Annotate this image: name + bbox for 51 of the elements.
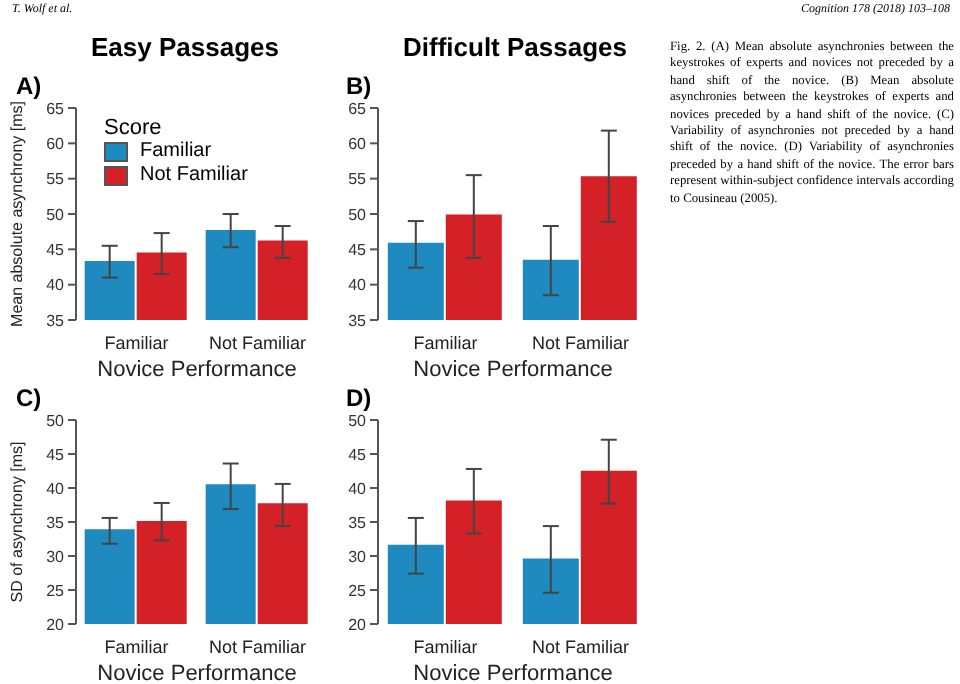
- y-tick-label: 35: [348, 513, 368, 532]
- x-axis-title: Novice Performance: [97, 358, 297, 382]
- y-tick-label: 65: [348, 99, 368, 118]
- x-axis-title: Novice Performance: [97, 662, 297, 684]
- y-tick-label: 40: [348, 276, 368, 295]
- legend-label: Familiar: [140, 140, 212, 164]
- y-axis-title: SD of asynchrony [ms]: [7, 441, 26, 603]
- y-tick-label: 40: [46, 479, 66, 498]
- x-axis-title: Novice Performance: [413, 662, 613, 684]
- y-tick-label: 40: [46, 276, 66, 295]
- y-tick-label: 45: [46, 241, 66, 260]
- legend-label: Not Familiar: [140, 164, 248, 188]
- y-tick-label: 25: [348, 581, 368, 600]
- y-tick-label: 50: [46, 205, 66, 224]
- y-tick-label: 45: [46, 445, 66, 464]
- y-tick-label: 35: [348, 311, 368, 330]
- y-tick-label: 35: [46, 513, 66, 532]
- x-tick-label: Familiar: [104, 332, 169, 353]
- chart-title: Difficult Passages: [401, 30, 629, 66]
- y-tick-label: 35: [46, 311, 66, 330]
- y-tick-label: 20: [348, 615, 368, 634]
- x-tick-label: Familiar: [104, 636, 169, 657]
- x-axis-title: Novice Performance: [413, 358, 613, 382]
- y-tick-label: 50: [46, 411, 66, 430]
- x-tick-label: Not Familiar: [531, 332, 630, 353]
- x-tick-label: Familiar: [413, 636, 478, 657]
- y-tick-label: 30: [46, 547, 66, 566]
- y-tick-label: 45: [348, 445, 368, 464]
- y-tick-label: 30: [348, 547, 368, 566]
- x-tick-label: Familiar: [413, 332, 478, 353]
- chart-subtitle: B): [346, 72, 372, 100]
- y-tick-label: 20: [46, 615, 66, 634]
- y-tick-label: 60: [348, 135, 368, 154]
- x-tick-label: Not Familiar: [208, 332, 307, 353]
- y-tick-label: 45: [348, 241, 368, 260]
- y-tick-label: 55: [348, 170, 368, 189]
- y-tick-label: 25: [46, 581, 66, 600]
- legend-title: Score: [104, 116, 164, 140]
- x-tick-label: Not Familiar: [208, 636, 307, 657]
- chart-title: Easy Passages: [89, 30, 281, 66]
- y-tick-label: 65: [46, 99, 66, 118]
- y-tick-label: 50: [348, 411, 368, 430]
- y-tick-label: 40: [348, 479, 368, 498]
- chart-subtitle: A): [16, 72, 42, 100]
- y-tick-label: 60: [46, 135, 66, 154]
- y-axis-title: Mean absolute asynchrony [ms]: [7, 101, 26, 327]
- y-tick-label: 50: [348, 205, 368, 224]
- chart-subtitle: C): [16, 384, 42, 412]
- chart-subtitle: D): [346, 384, 372, 412]
- x-tick-label: Not Familiar: [531, 636, 630, 657]
- y-tick-label: 55: [46, 170, 66, 189]
